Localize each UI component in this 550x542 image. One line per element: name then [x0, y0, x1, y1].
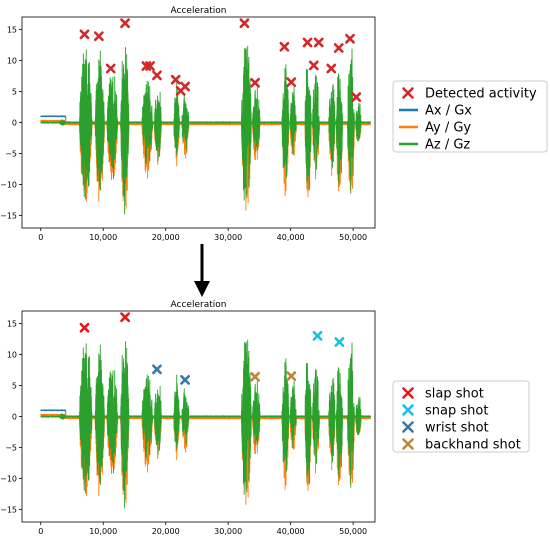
- x-tick-label: 40,000: [277, 527, 305, 536]
- marker-detected-activity: [326, 63, 337, 74]
- marker-detected-activity: [105, 63, 116, 74]
- legend-marker-backhand-shot: [402, 438, 414, 450]
- marker-detected-activity: [152, 70, 162, 81]
- x-tick-label: 10,000: [89, 233, 117, 242]
- legend: slap shot snap shot wrist shot backhand sho…: [392, 380, 530, 453]
- y-tick-label: 15: [7, 319, 17, 328]
- y-tick-label: −10: [0, 181, 17, 190]
- legend-label: Detected activity: [425, 87, 537, 102]
- y-tick-label: −10: [0, 475, 17, 484]
- y-tick-label: −15: [0, 212, 17, 221]
- x-tick-label: 0: [38, 233, 43, 242]
- y-tick-label: 10: [7, 56, 17, 65]
- marker-detected-activity: [239, 18, 250, 29]
- marker-detected-activity: [286, 77, 297, 88]
- marker-detected-activity: [145, 61, 155, 71]
- series-line-azgz: [40, 339, 372, 509]
- marker-detected-activity: [93, 31, 104, 42]
- legend-label: Ay / Gy: [425, 121, 471, 136]
- x-tick-label: 50,000: [339, 527, 367, 536]
- y-tick-label: 5: [12, 87, 17, 96]
- marker-detected-activity: [308, 60, 319, 71]
- x-tick-label: 0: [38, 527, 43, 536]
- y-tick-label: −5: [5, 150, 17, 159]
- y-tick-label: 5: [12, 381, 17, 390]
- marker-detected-activity: [302, 37, 313, 48]
- marker-snap-shot: [312, 330, 323, 341]
- marker-detected-activity: [250, 77, 260, 88]
- y-tick-label: 15: [7, 25, 17, 34]
- chart-detected-activity: Acceleration 15 10 5 0 −5 −10 −15 0 10,000 20,000 3…: [0, 6, 548, 242]
- plot-area: [40, 45, 372, 215]
- plot-area: [40, 339, 372, 509]
- chart-title: Acceleration: [171, 6, 227, 16]
- marker-backhand-shot: [250, 371, 260, 382]
- legend-label: Ax / Gx: [425, 104, 472, 119]
- legend: Detected activity Ax / Gx Ay / Gy Az / Gz: [392, 80, 548, 153]
- marker-slap-shot: [120, 312, 130, 323]
- legend-frame: [392, 80, 548, 153]
- chart-shot-classification: Acceleration 15 10 5 0 −5 −10 −15 0 10,000 20,000 3…: [0, 300, 530, 536]
- legend-label: snap shot: [425, 404, 488, 419]
- transition-arrow: [194, 244, 210, 297]
- y-tick-label: 10: [7, 350, 17, 359]
- marker-detected-activity: [279, 41, 290, 52]
- legend-label: Az / Gz: [425, 138, 470, 153]
- marker-wrist-shot: [152, 364, 162, 375]
- chart-title: Acceleration: [171, 300, 227, 310]
- x-tick-label: 50,000: [339, 233, 367, 242]
- legend-label: backhand shot: [425, 438, 521, 453]
- x-tick-label: 20,000: [152, 527, 180, 536]
- legend-marker-detected-activity: [402, 87, 414, 99]
- legend-label: slap shot: [425, 387, 484, 402]
- legend-label: wrist shot: [425, 421, 489, 436]
- marker-detected-activity: [180, 81, 190, 92]
- marker-wrist-shot: [180, 374, 190, 385]
- marker-detected-activity: [79, 29, 90, 40]
- x-tick-label: 30,000: [214, 527, 242, 536]
- y-tick-label: −5: [5, 444, 17, 453]
- x-tick-label: 20,000: [152, 233, 180, 242]
- marker-detected-activity: [170, 74, 181, 85]
- marker-detected-activity: [333, 43, 344, 53]
- legend-frame: [392, 380, 530, 453]
- marker-detected-activity: [351, 92, 362, 102]
- x-tick-label: 30,000: [214, 233, 242, 242]
- y-tick-label: 0: [12, 413, 17, 422]
- marker-detected-activity: [120, 18, 130, 29]
- legend-marker-snap-shot: [402, 404, 414, 416]
- y-tick-label: −15: [0, 506, 17, 515]
- marker-detected-activity: [345, 33, 355, 44]
- marker-backhand-shot: [286, 371, 297, 382]
- x-tick-label: 40,000: [277, 233, 305, 242]
- marker-snap-shot: [334, 337, 345, 347]
- x-tick-label: 10,000: [89, 527, 117, 536]
- marker-slap-shot: [79, 322, 90, 333]
- y-tick-label: 0: [12, 119, 17, 128]
- legend-marker-wrist-shot: [402, 421, 414, 433]
- series-line-azgz: [40, 45, 372, 215]
- legend-marker-slap-shot: [402, 387, 414, 399]
- marker-detected-activity: [313, 37, 324, 48]
